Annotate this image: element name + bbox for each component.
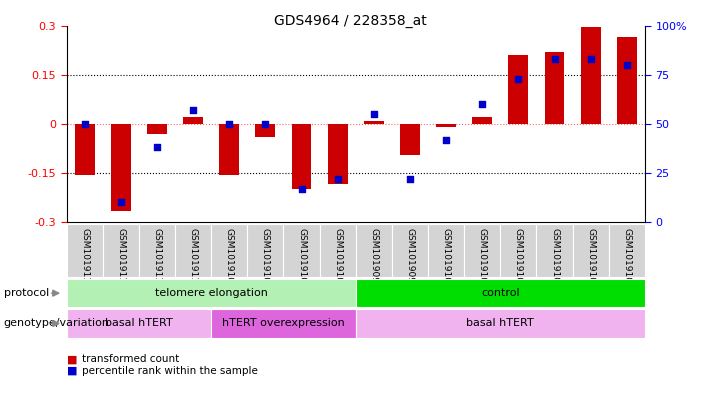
Text: transformed count: transformed count: [82, 354, 179, 364]
Text: ■: ■: [67, 366, 77, 376]
Point: [513, 75, 524, 82]
Bar: [428, 224, 464, 277]
Bar: [247, 224, 283, 277]
Bar: [328, 124, 348, 184]
Text: GSM1019107: GSM1019107: [550, 228, 559, 289]
Text: GSM1019111: GSM1019111: [116, 228, 125, 289]
Bar: [608, 224, 645, 277]
Bar: [508, 55, 529, 124]
Bar: [355, 309, 645, 338]
Text: GSM1019105: GSM1019105: [333, 228, 342, 289]
Point: [440, 136, 451, 143]
Point: [260, 121, 271, 127]
Text: GSM1019102: GSM1019102: [225, 228, 233, 289]
Text: protocol: protocol: [4, 288, 49, 298]
Text: GSM1019100: GSM1019100: [442, 228, 451, 289]
Bar: [355, 279, 645, 307]
Text: control: control: [481, 288, 519, 298]
Bar: [111, 124, 131, 211]
Bar: [617, 37, 637, 124]
Bar: [464, 224, 501, 277]
Bar: [211, 309, 355, 338]
Text: ■: ■: [67, 354, 77, 364]
Text: percentile rank within the sample: percentile rank within the sample: [82, 366, 258, 376]
Bar: [355, 224, 392, 277]
Bar: [580, 27, 601, 124]
Text: GSM1019098: GSM1019098: [369, 228, 379, 289]
Bar: [67, 224, 103, 277]
Text: telomere elongation: telomere elongation: [155, 288, 268, 298]
Text: GSM1019110: GSM1019110: [80, 228, 89, 289]
Text: GSM1019108: GSM1019108: [586, 228, 595, 289]
Bar: [283, 224, 320, 277]
Text: hTERT overexpression: hTERT overexpression: [222, 318, 345, 329]
Bar: [392, 224, 428, 277]
Point: [224, 121, 235, 127]
Bar: [183, 117, 203, 124]
Bar: [472, 117, 492, 124]
Bar: [67, 279, 355, 307]
Bar: [364, 121, 383, 124]
Bar: [545, 52, 564, 124]
Point: [585, 56, 597, 62]
Bar: [175, 224, 211, 277]
Bar: [219, 124, 239, 174]
Bar: [501, 224, 536, 277]
Point: [187, 107, 198, 113]
Bar: [320, 224, 355, 277]
Text: GSM1019112: GSM1019112: [152, 228, 161, 289]
Point: [621, 62, 632, 68]
Bar: [573, 224, 608, 277]
Point: [404, 176, 416, 182]
Text: GSM1019109: GSM1019109: [622, 228, 632, 289]
Point: [79, 121, 90, 127]
Point: [296, 185, 307, 192]
Text: GSM1019103: GSM1019103: [261, 228, 270, 289]
Text: GSM1019101: GSM1019101: [478, 228, 486, 289]
Text: GDS4964 / 228358_at: GDS4964 / 228358_at: [274, 14, 427, 28]
Bar: [255, 124, 275, 137]
Bar: [536, 224, 573, 277]
Text: GSM1019106: GSM1019106: [514, 228, 523, 289]
Point: [549, 56, 560, 62]
Point: [151, 144, 163, 151]
Text: basal hTERT: basal hTERT: [466, 318, 534, 329]
Point: [115, 199, 126, 206]
Point: [368, 111, 379, 117]
Bar: [400, 124, 420, 155]
Text: basal hTERT: basal hTERT: [105, 318, 172, 329]
Bar: [147, 124, 167, 134]
Bar: [292, 124, 311, 189]
Point: [332, 176, 343, 182]
Text: genotype/variation: genotype/variation: [4, 318, 109, 329]
Bar: [103, 224, 139, 277]
Point: [477, 101, 488, 107]
Bar: [139, 224, 175, 277]
Bar: [75, 124, 95, 174]
Bar: [211, 224, 247, 277]
Text: GSM1019104: GSM1019104: [297, 228, 306, 289]
Text: GSM1019099: GSM1019099: [405, 228, 414, 289]
Bar: [436, 124, 456, 127]
Text: GSM1019113: GSM1019113: [189, 228, 198, 289]
Bar: [67, 309, 211, 338]
